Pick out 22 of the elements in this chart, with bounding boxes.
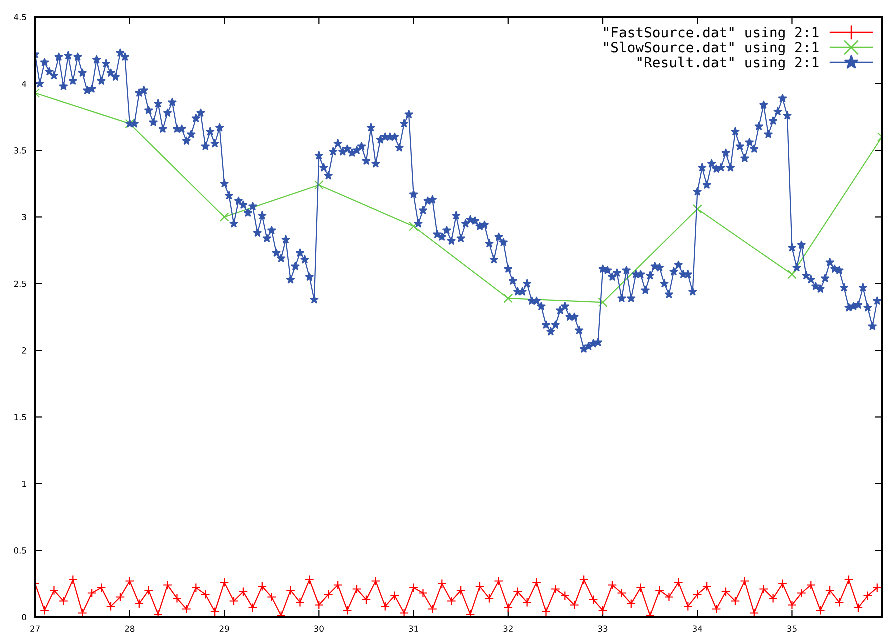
y-tick-label: 0.5 [14, 548, 26, 554]
y-tick-label: 2.5 [14, 280, 26, 288]
y-tick-label: 4 [22, 80, 27, 88]
x-tick-label: 27 [30, 626, 40, 632]
x-tick-label: 35 [788, 626, 797, 632]
x-tick-label: 30 [314, 626, 324, 632]
legend-label: "SlowSource.dat" using 2:1 [604, 42, 819, 56]
x-tick-label: 34 [692, 626, 702, 632]
y-tick-label: 0 [22, 614, 26, 621]
x-tick-label: 33 [598, 626, 608, 632]
x-tick-label: 32 [504, 626, 513, 632]
y-tick-label: 3 [22, 214, 26, 220]
y-tick-label: 1 [22, 481, 26, 488]
y-tick-label: 1.5 [14, 414, 26, 421]
x-tick-label: 31 [409, 626, 418, 632]
y-tick-label: 3.5 [14, 148, 26, 154]
x-tick-label: 29 [220, 626, 230, 632]
y-tick-label: 2 [22, 348, 26, 354]
legend-label: "FastSource.dat" using 2:1 [604, 26, 819, 41]
legend-label: "Result.dat" using 2:1 [638, 56, 819, 71]
x-tick-label: 28 [125, 626, 135, 632]
y-tick-label: 4.5 [14, 14, 26, 20]
